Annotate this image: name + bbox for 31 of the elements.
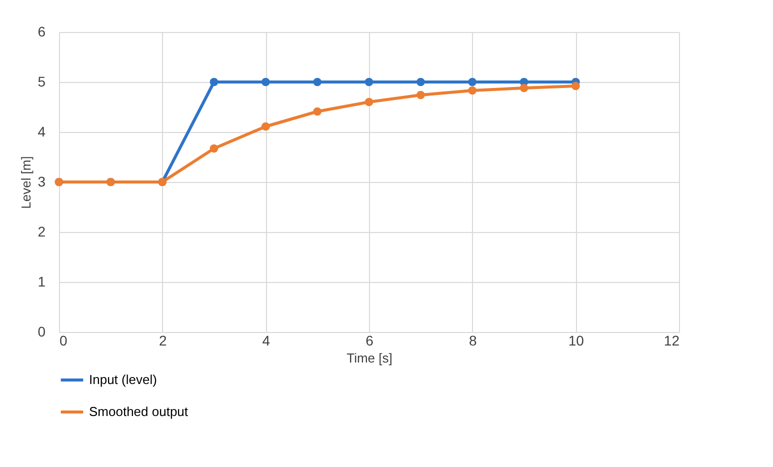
y-tick-label: 3	[38, 174, 46, 190]
y-tick-label: 6	[38, 24, 46, 40]
x-tick-label: 2	[158, 332, 167, 348]
point	[313, 78, 322, 86]
x-tick-label: 0	[60, 332, 68, 348]
point	[364, 98, 374, 106]
point	[571, 82, 580, 90]
legend-label: Smoothed output	[89, 404, 188, 419]
x-axis-title: Time [s]	[346, 350, 392, 366]
y-tick-label: 4	[38, 124, 46, 140]
x-tick-label: 4	[262, 332, 270, 348]
point	[261, 78, 270, 86]
point	[416, 90, 425, 100]
y-tick-label: 5	[38, 74, 46, 90]
point	[468, 78, 477, 86]
point	[520, 84, 528, 92]
legend-label: Input (level)	[89, 372, 157, 387]
point	[364, 78, 374, 86]
point	[261, 122, 270, 131]
y-tick-label: 1	[38, 274, 46, 290]
x-tick-label: 12	[664, 332, 680, 348]
x-tick-label: 8	[468, 332, 477, 348]
y-tick-label: 2	[38, 224, 46, 240]
point	[416, 78, 425, 86]
x-tick-label: 10	[568, 332, 584, 348]
point	[210, 144, 218, 153]
point	[210, 78, 218, 86]
y-axis-title: Level [m]	[18, 156, 34, 209]
x-tick-label: 6	[366, 332, 374, 348]
point	[313, 107, 322, 116]
point	[468, 86, 477, 95]
